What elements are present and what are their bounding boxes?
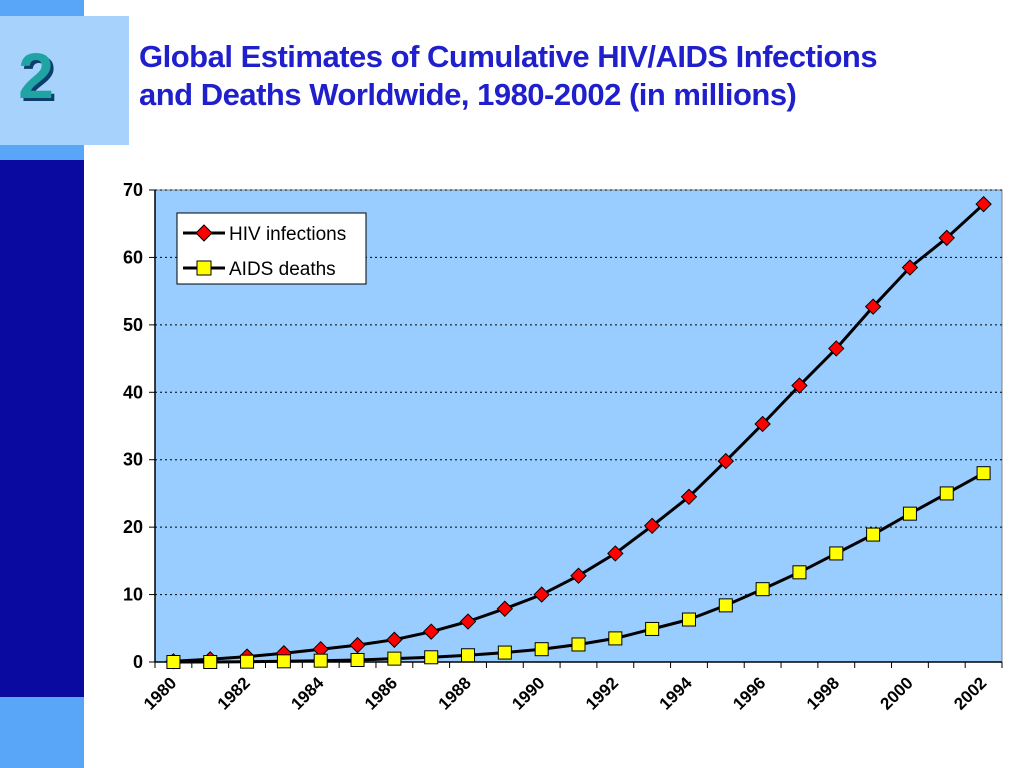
series-aids-deaths: [166, 466, 991, 669]
x-tick-label-2000: 2000: [877, 673, 917, 713]
aids-point-1989: [497, 645, 512, 660]
aids-point-1991: [571, 637, 586, 652]
x-tick-label-1982: 1982: [214, 673, 254, 713]
x-tick-label-1998: 1998: [803, 673, 843, 713]
sidebar-bottom-band: [0, 697, 84, 768]
x-tick-label-1988: 1988: [435, 673, 475, 713]
x-tick-label-2002: 2002: [950, 673, 990, 713]
hiv-point-2002: [975, 195, 992, 213]
hiv-point-1993: [643, 517, 661, 535]
aids-point-1992: [608, 631, 623, 646]
y-tick-label-50: 50: [123, 315, 143, 335]
hiv-point-1990: [533, 586, 550, 603]
hiv-point-1992: [607, 545, 624, 562]
hiv-point-1986: [386, 631, 403, 648]
x-tick-label-1986: 1986: [361, 673, 401, 713]
aids-point-1988: [461, 648, 476, 663]
hiv-point-2001: [938, 229, 955, 247]
aids-point-1997: [792, 565, 807, 580]
aids-point-2002: [976, 466, 991, 481]
aids-point-1982: [240, 654, 255, 669]
aids-point-2000: [902, 506, 917, 521]
aids-point-1995: [718, 598, 733, 613]
hiv-point-1996: [754, 415, 771, 433]
x-tick-label-1990: 1990: [508, 673, 548, 713]
aids-point-1984: [313, 653, 328, 668]
y-tick-label-60: 60: [123, 247, 143, 267]
aids-point-1987: [424, 650, 439, 665]
aids-point-1981: [203, 655, 218, 669]
series-hiv-infections: [165, 195, 992, 670]
aids-point-1980: [166, 655, 181, 669]
hiv-point-1991: [570, 567, 587, 584]
aids-point-1996: [755, 582, 770, 597]
hiv-point-1998: [828, 340, 845, 357]
hiv-point-1995: [717, 452, 735, 470]
aids-point-1983: [276, 654, 291, 669]
x-tick-label-1994: 1994: [656, 673, 697, 714]
data-series: [165, 195, 992, 670]
y-tick-label-30: 30: [123, 450, 143, 470]
aids-point-1994: [681, 612, 696, 627]
hiv-point-1988: [459, 613, 477, 630]
hiv-point-1985: [349, 636, 366, 654]
y-tick-label-10: 10: [123, 585, 143, 605]
hiv-point-1999: [864, 298, 882, 315]
hiv-point-1997: [791, 377, 808, 394]
legend: HIV infections AIDS deaths: [176, 212, 367, 285]
y-tick-label-20: 20: [123, 517, 143, 537]
y-tick-label-70: 70: [123, 180, 143, 200]
legend-aids-label: AIDS deaths: [229, 259, 336, 280]
aids-point-1990: [534, 642, 549, 657]
x-tick-label-1984: 1984: [287, 673, 328, 714]
slide-number-box: 2: [0, 16, 129, 145]
x-tick-label-1992: 1992: [582, 673, 622, 713]
slide-title-line-1: Global Estimates of Cumulative HIV/AIDS …: [139, 39, 878, 74]
y-axis-ticks: 0 10 20 30 40 50 60 70: [123, 180, 155, 672]
hiv-point-2000: [901, 259, 919, 276]
legend-aids-marker: [196, 260, 212, 276]
x-axis-ticks: 1980 1982 1984 1986 1988 1990 1992 1994 1996 1998…: [140, 662, 1003, 714]
x-tick-label-1980: 1980: [140, 673, 180, 713]
aids-point-1999: [866, 527, 881, 542]
legend-hiv-label: HIV infections: [229, 224, 346, 245]
aids-point-1986: [387, 651, 402, 666]
slide-number: 2: [18, 40, 54, 112]
x-tick-label-1996: 1996: [729, 673, 769, 713]
slide-title: Global Estimates of Cumulative HIV/AIDS …: [139, 38, 999, 114]
aids-point-1993: [645, 621, 660, 636]
aids-point-1985: [350, 652, 365, 667]
y-tick-label-0: 0: [133, 652, 143, 672]
aids-point-2001: [939, 486, 954, 501]
legend-hiv-marker: [195, 224, 213, 242]
aids-point-1998: [829, 546, 844, 561]
hiv-point-1989: [496, 600, 514, 617]
hiv-point-1994: [680, 488, 698, 506]
hiv-point-1987: [422, 623, 440, 640]
y-tick-label-40: 40: [123, 382, 143, 402]
slide-title-line-2: and Deaths Worldwide, 1980-2002 (in mill…: [139, 77, 797, 112]
